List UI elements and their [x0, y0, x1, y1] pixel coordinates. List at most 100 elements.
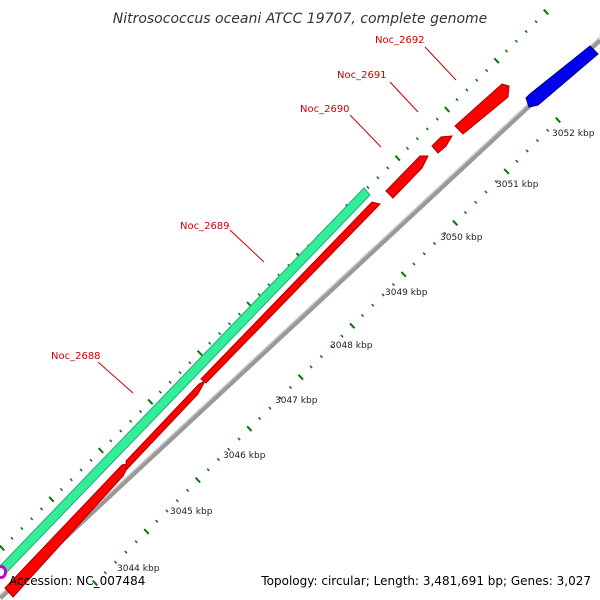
- tick-mark: [227, 322, 232, 326]
- tick-mark: [432, 241, 437, 246]
- tick-mark: [376, 176, 380, 180]
- tick-mark: [330, 344, 334, 349]
- tick-mark: [69, 478, 73, 482]
- tick-mark: [543, 8, 549, 16]
- tick-mark: [20, 526, 24, 531]
- tick-mark: [97, 447, 104, 454]
- label-leader-noc-2690: [349, 114, 382, 148]
- map-title: Nitrosococcus oceani ATCC 19707, complet…: [113, 11, 488, 27]
- tick-mark: [394, 155, 401, 162]
- genome-backbone: [0, 38, 600, 600]
- tick-mark: [124, 550, 128, 554]
- tick-mark: [555, 116, 561, 124]
- tick-mark: [257, 292, 261, 297]
- gene-noc-2689-part2[interactable]: [200, 201, 381, 384]
- origin-marker-inner: [0, 568, 4, 576]
- tick-mark: [119, 429, 123, 433]
- scale-label: 3052 kbp: [552, 129, 595, 139]
- scale-label: 3051 kbp: [496, 180, 539, 190]
- gene-label: Noc_2691: [337, 70, 387, 81]
- tick-mark: [188, 361, 192, 365]
- scale-label: 3047 kbp: [275, 396, 318, 406]
- tick-mark: [0, 544, 5, 552]
- tick-mark: [444, 106, 451, 113]
- tick-mark: [178, 370, 182, 375]
- tick-mark: [524, 29, 528, 34]
- tick-mark: [443, 231, 447, 235]
- tick-mark: [109, 439, 113, 443]
- tick-mark: [216, 457, 221, 462]
- tick-mark: [494, 180, 498, 184]
- tick-mark: [218, 331, 222, 336]
- scale-label: 3045 kbp: [170, 507, 213, 517]
- tick-mark: [30, 517, 34, 521]
- tick-mark: [452, 219, 459, 226]
- tick-mark: [168, 380, 172, 384]
- tick-mark: [493, 57, 500, 64]
- scale-label: 3046 kbp: [223, 451, 266, 461]
- tick-mark: [165, 509, 169, 513]
- tick-mark: [39, 507, 44, 511]
- tick-mark: [340, 334, 344, 338]
- tick-mark: [534, 20, 538, 24]
- tick-mark: [415, 137, 419, 141]
- tick-mark: [515, 159, 519, 163]
- tick-mark: [412, 262, 416, 266]
- genome-summary-text: Topology: circular; Length: 3,481,691 bp…: [261, 574, 591, 588]
- tick-mark: [79, 468, 83, 472]
- tick-mark: [514, 39, 518, 43]
- tick-mark: [366, 185, 370, 190]
- tick-mark: [546, 128, 550, 132]
- tick-mark: [503, 168, 510, 175]
- tick-mark: [485, 68, 489, 73]
- tick-mark: [297, 374, 304, 381]
- tick-mark: [48, 496, 55, 503]
- gene-noc-2692[interactable]: [454, 83, 510, 135]
- tick-mark: [278, 396, 282, 400]
- tick-mark: [386, 166, 390, 170]
- tick-mark: [206, 468, 210, 472]
- tick-mark: [147, 398, 154, 405]
- tick-mark: [525, 149, 529, 153]
- tick-mark: [422, 252, 426, 256]
- tick-mark: [208, 341, 212, 345]
- scale-tick-row: [92, 116, 561, 587]
- tick-mark: [92, 579, 98, 587]
- tick-mark: [246, 425, 253, 432]
- gene-noc-2691[interactable]: [431, 135, 453, 154]
- tick-mark: [309, 365, 313, 369]
- tick-mark: [10, 536, 14, 540]
- tick-mark: [484, 190, 488, 194]
- gene-reverse-blue[interactable]: [525, 45, 599, 108]
- gene-label: Noc_2688: [51, 351, 101, 362]
- tick-mark: [196, 350, 203, 357]
- gene-noc-2689-part1[interactable]: [125, 379, 207, 471]
- tick-mark: [155, 519, 159, 523]
- tick-mark: [405, 146, 410, 151]
- scale-label: 3048 kbp: [330, 341, 373, 351]
- gene-label: Noc_2689: [180, 221, 230, 232]
- accession-text: Accession: NC_007484: [9, 574, 146, 588]
- tick-mark: [186, 488, 190, 493]
- tick-mark: [463, 210, 467, 215]
- label-leader-noc-2692: [424, 46, 457, 81]
- tick-mark: [465, 88, 469, 92]
- tick-mark: [455, 98, 459, 102]
- tick-mark: [175, 499, 179, 503]
- tick-mark: [391, 282, 395, 287]
- tick-mark: [288, 385, 293, 390]
- gene-noc-2688[interactable]: [4, 462, 131, 598]
- tick-mark: [114, 560, 118, 565]
- tick-mark: [435, 117, 439, 121]
- tick-mark: [134, 540, 138, 544]
- gene-noc-2690[interactable]: [385, 155, 429, 199]
- tick-mark: [59, 487, 63, 492]
- tick-mark: [227, 447, 231, 451]
- label-leader-noc-2691: [389, 81, 419, 113]
- tick-mark: [258, 416, 262, 421]
- tick-mark: [535, 138, 539, 143]
- scale-label: 3049 kbp: [385, 288, 428, 298]
- tick-mark: [475, 78, 479, 82]
- tick-mark: [425, 127, 429, 131]
